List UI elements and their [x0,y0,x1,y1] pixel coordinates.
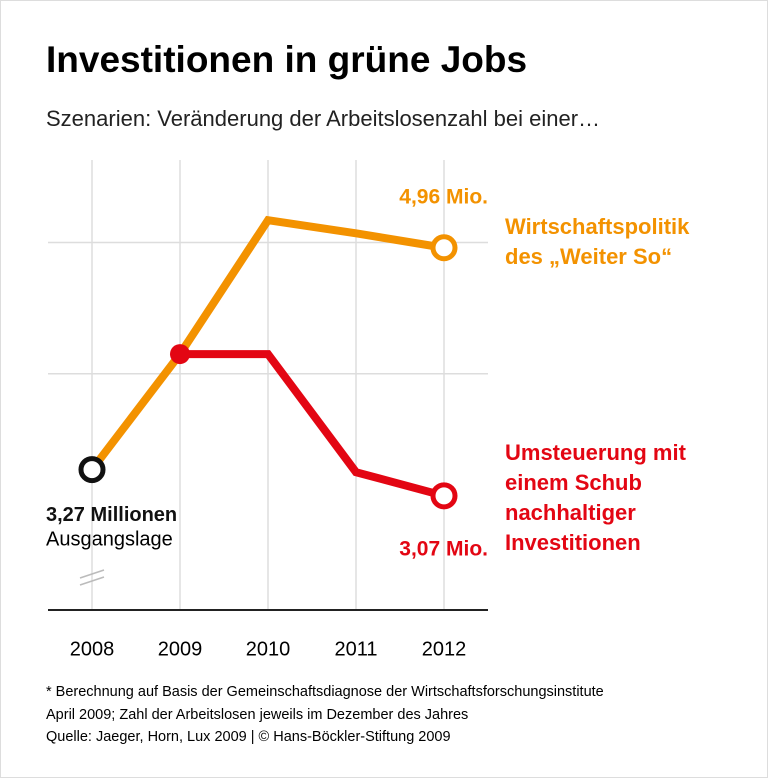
x-tick-label: 2008 [70,638,115,660]
x-tick-label: 2012 [422,638,467,660]
series-line [180,350,446,500]
footnote: April 2009; Zahl der Arbeitslosen jeweil… [46,707,468,723]
x-tick-label: 2010 [246,638,291,660]
value-label: 3,07 Mio. [399,537,488,560]
value-label: 4,96 Mio. [399,185,488,208]
annotation: Ausgangslage [46,528,173,550]
marker [430,234,458,262]
axis-break [79,569,105,586]
footnote: * Berechnung auf Basis der Gemeinschafts… [46,684,604,700]
value-label: 3,27 Millionen [46,504,177,526]
x-tick-label: 2011 [334,638,377,660]
chart-title: Investitionen in grüne Jobs [46,39,527,80]
chart-subtitle: Szenarien: Veränderung der Arbeitslosenz… [46,106,600,131]
series-line [88,215,445,472]
legend-entry: Umsteuerung mit einem Schub nachhaltiger… [505,440,686,555]
marker [78,456,106,484]
legend-entry: Wirtschaftspolitik des „Weiter So“ [505,214,690,269]
footnote: Quelle: Jaeger, Horn, Lux 2009 | © Hans-… [46,729,451,745]
x-tick-label: 2009 [158,638,203,660]
marker [430,482,458,510]
marker [170,344,190,365]
